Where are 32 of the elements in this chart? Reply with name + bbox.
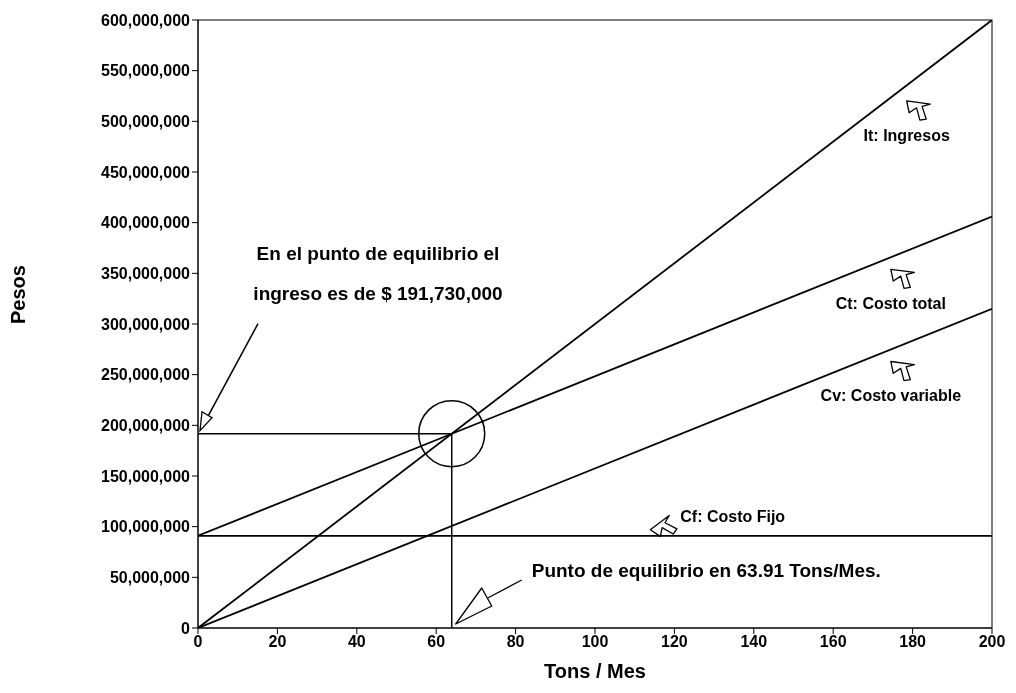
x-tick-label: 20 [268,633,287,651]
y-tick-label: 600,000,000 [101,11,191,29]
x-tick-label: 140 [740,633,768,651]
y-tick-label: 200,000,000 [101,417,191,435]
annotation: En el punto de equilibrio el ingreso es de $ 191,730,000 [252,241,504,306]
x-tick-label: 80 [506,633,525,651]
legend-label: It: Ingresos [863,126,950,144]
legend-label: Cv: Costo variable [820,387,962,405]
x-tick-label: 60 [427,633,446,651]
y-tick-label: 400,000,000 [101,214,191,232]
x-tick-label: 0 [193,633,203,651]
y-tick-label: 50,000,000 [109,569,191,587]
y-axis-title: Pesos [7,265,30,324]
legend-label: Ct: Costo total [835,295,946,313]
x-tick-label: 120 [661,633,688,651]
y-tick-label: 100,000,000 [101,518,191,536]
annotation: Punto de equilibrio en 63.91 Tons/Mes. [531,560,882,582]
x-tick-label: 160 [819,633,847,651]
x-axis-title: Tons / Mes [544,660,646,682]
y-tick-label: 300,000,000 [101,315,191,333]
series-label: Cf: Costo Fijo [680,507,786,525]
x-tick-label: 200 [978,633,1006,651]
y-tick-label: 0 [181,619,191,637]
y-tick-label: 550,000,000 [101,62,191,80]
x-tick-label: 40 [347,633,366,651]
x-tick-label: 100 [581,633,609,651]
y-tick-label: 150,000,000 [101,467,191,485]
y-tick-label: 450,000,000 [101,163,191,181]
y-tick-label: 350,000,000 [101,265,191,283]
x-tick-label: 180 [899,633,927,651]
y-tick-label: 500,000,000 [101,113,191,131]
y-tick-label: 250,000,000 [101,366,191,384]
